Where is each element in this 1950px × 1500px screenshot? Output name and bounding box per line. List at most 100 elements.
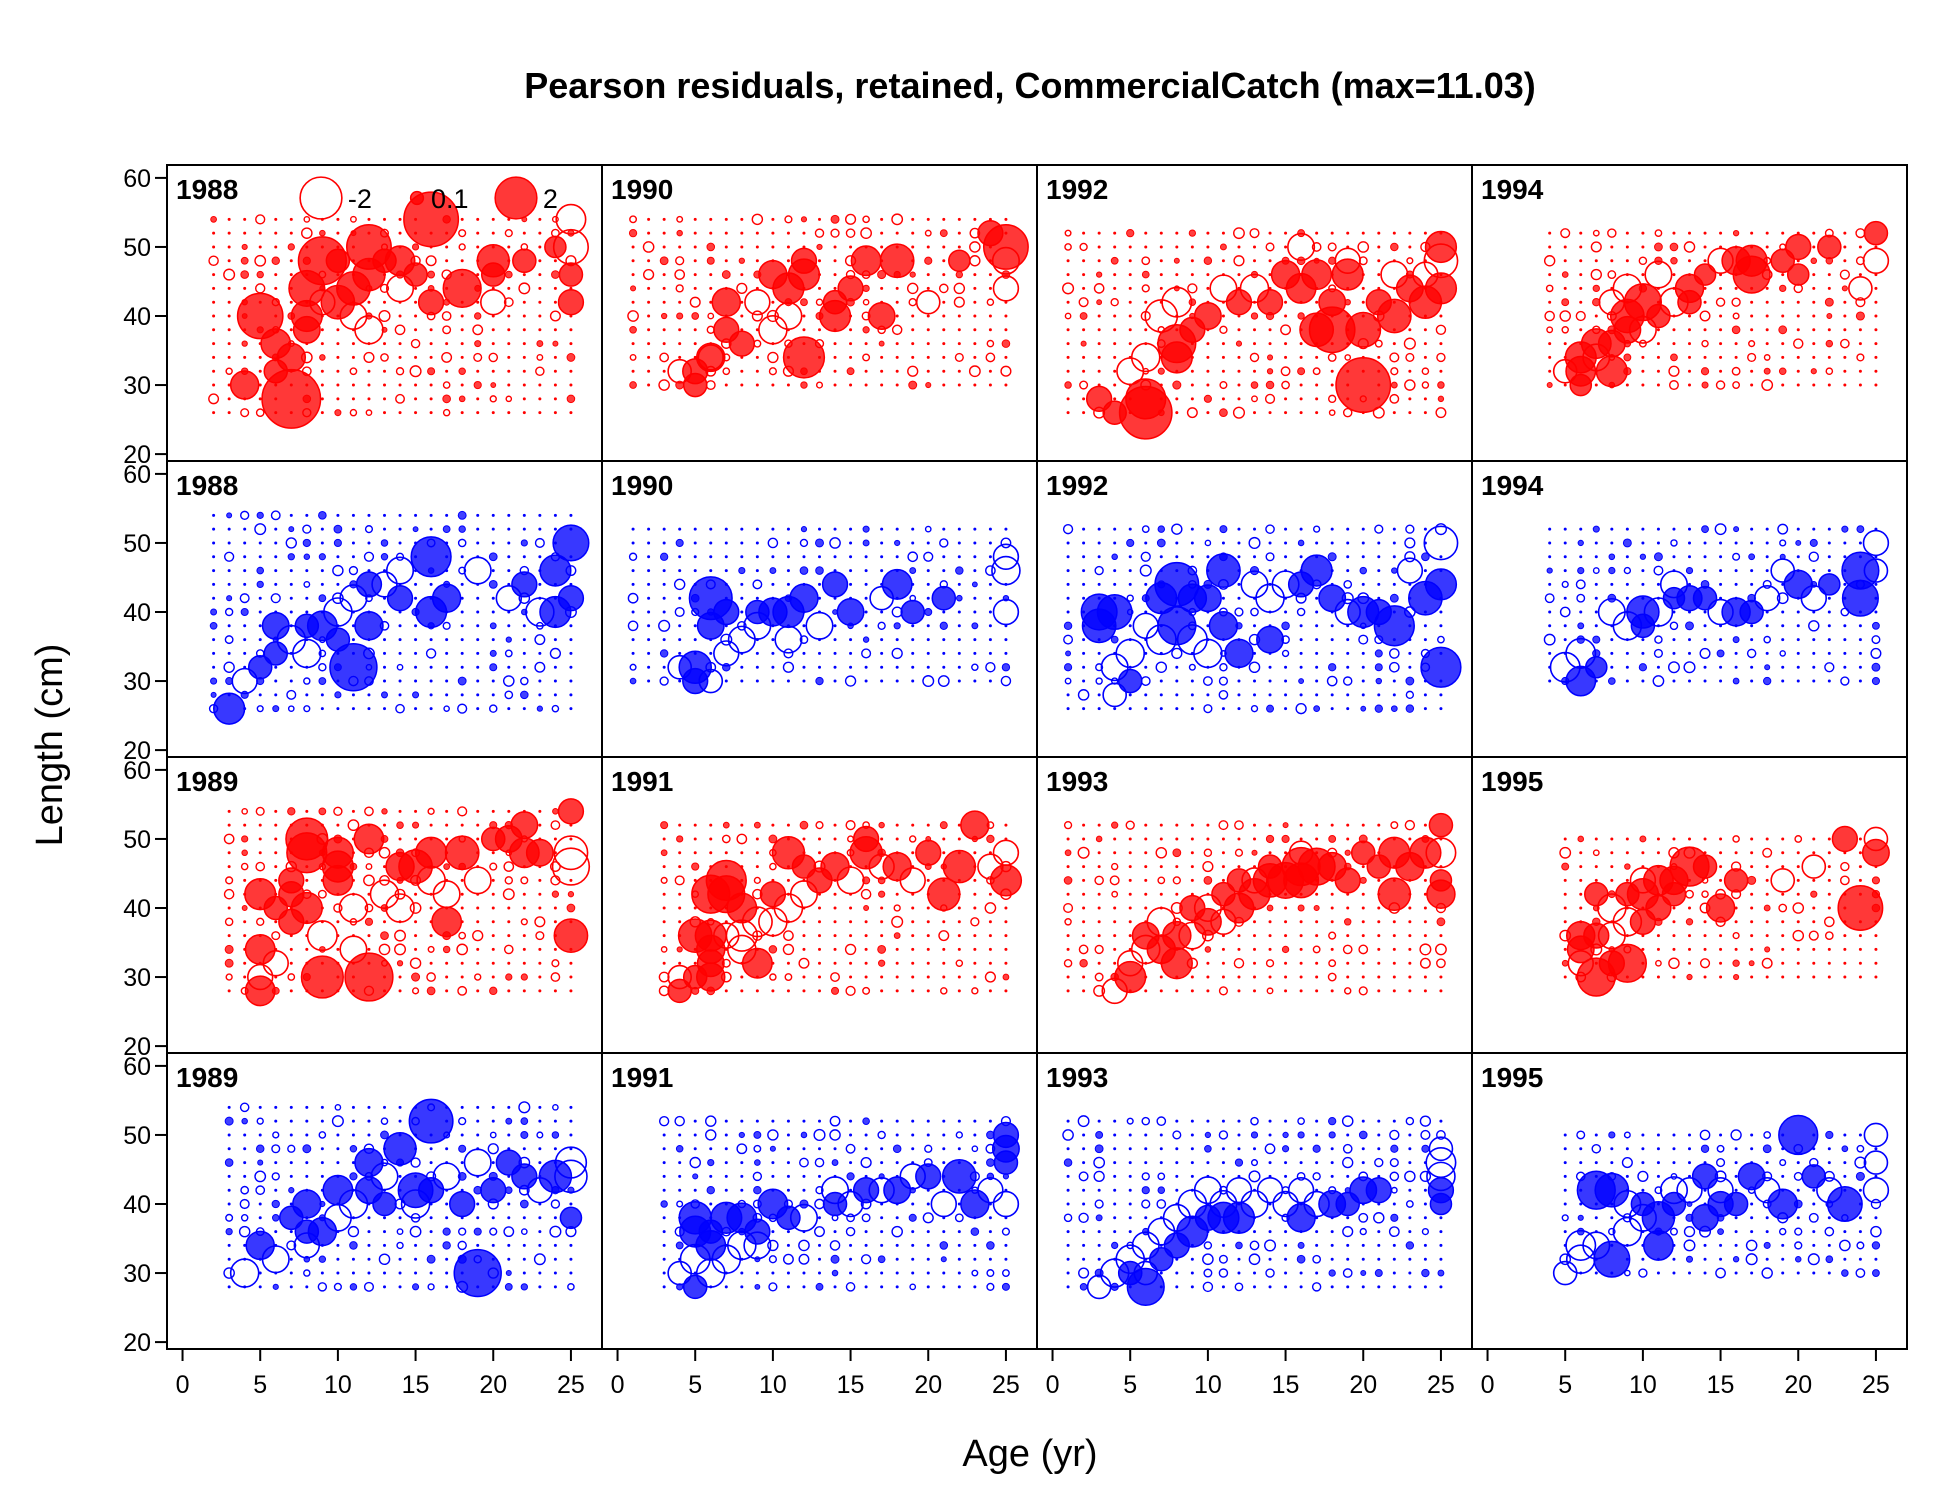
small-residual-point (1625, 837, 1629, 841)
positive-residual-point (256, 580, 264, 589)
negative-residual-point (1870, 647, 1882, 659)
panel-border (601, 460, 1038, 758)
small-residual-point (1268, 679, 1272, 683)
negative-residual-point (907, 365, 919, 377)
negative-residual-point (385, 556, 415, 585)
negative-residual-point (364, 806, 374, 817)
small-residual-point (647, 638, 651, 642)
small-residual-point (227, 1133, 231, 1137)
small-residual-point (1439, 1243, 1443, 1247)
small-residual-point (1128, 1202, 1132, 1206)
small-residual-point (1299, 947, 1303, 951)
small-residual-point (1858, 679, 1862, 683)
small-residual-point (1703, 569, 1707, 573)
positive-residual-point (800, 526, 808, 533)
small-residual-point (1299, 920, 1303, 924)
positive-residual-point (1794, 1255, 1802, 1263)
positive-residual-point (1733, 526, 1740, 533)
negative-residual-point (1233, 957, 1245, 969)
positive-residual-point (1204, 946, 1212, 953)
small-residual-point (429, 1161, 433, 1165)
small-residual-point (538, 1119, 542, 1123)
small-residual-point (724, 1133, 728, 1137)
positive-residual-point (1872, 621, 1880, 630)
positive-residual-point (1266, 904, 1274, 912)
small-residual-point (491, 328, 495, 332)
small-residual-point (693, 273, 697, 277)
positive-residual-point (1778, 325, 1788, 335)
small-residual-point (818, 837, 821, 841)
positive-residual-point (354, 1147, 384, 1178)
x-tick-label: 25 (1427, 1371, 1455, 1399)
small-residual-point (911, 231, 915, 235)
small-residual-point (678, 892, 682, 896)
small-residual-point (429, 665, 433, 669)
positive-residual-point (815, 676, 824, 686)
small-residual-point (755, 383, 759, 387)
positive-residual-point (319, 229, 326, 237)
positive-residual-point (971, 581, 978, 588)
small-residual-point (1206, 286, 1210, 290)
small-residual-point (1082, 555, 1086, 559)
small-residual-point (864, 975, 868, 979)
small-residual-point (662, 961, 666, 965)
small-residual-point (911, 1257, 915, 1261)
small-residual-point (507, 906, 511, 910)
small-residual-point (445, 809, 449, 813)
small-residual-point (1175, 1271, 1179, 1275)
negative-residual-point (930, 1190, 958, 1218)
negative-residual-point (1063, 902, 1074, 914)
positive-residual-point (894, 539, 901, 547)
negative-residual-point (306, 920, 338, 952)
small-residual-point (1346, 707, 1350, 711)
positive-residual-point (782, 336, 826, 379)
negative-residual-point (798, 1253, 810, 1265)
negative-residual-point (1670, 1173, 1678, 1180)
small-residual-point (1315, 383, 1319, 387)
positive-residual-point (427, 270, 436, 279)
small-residual-point (786, 1161, 790, 1165)
small-residual-point (289, 665, 293, 669)
small-residual-point (802, 679, 806, 683)
small-residual-point (305, 1174, 309, 1178)
negative-residual-point (758, 315, 788, 345)
positive-residual-point (1583, 922, 1610, 949)
small-residual-point (771, 679, 775, 683)
small-residual-point (336, 383, 340, 387)
negative-residual-point (1699, 310, 1711, 322)
small-residual-point (833, 665, 837, 669)
small-residual-point (880, 610, 884, 614)
positive-residual-point (381, 808, 388, 815)
small-residual-point (1066, 555, 1070, 559)
y-tick-label: 40 (123, 599, 151, 627)
small-residual-point (320, 1147, 324, 1151)
negative-residual-point (1390, 1186, 1398, 1194)
negative-residual-point (845, 228, 856, 238)
y-tick-label: 50 (123, 1122, 151, 1150)
small-residual-point (460, 328, 464, 332)
small-residual-point (460, 1105, 464, 1109)
small-residual-point (818, 1174, 821, 1178)
small-residual-point (693, 527, 697, 531)
positive-residual-point (1141, 1186, 1150, 1195)
small-residual-point (833, 342, 837, 346)
negative-residual-point (1792, 902, 1805, 914)
small-residual-point (1066, 934, 1070, 938)
positive-residual-point (1365, 598, 1392, 626)
small-residual-point (1734, 851, 1738, 855)
negative-residual-point (1280, 366, 1291, 377)
small-residual-point (802, 231, 806, 235)
small-residual-point (631, 569, 635, 573)
small-residual-point (1548, 541, 1552, 545)
small-residual-point (258, 1202, 262, 1206)
small-residual-point (289, 217, 293, 221)
small-residual-point (988, 892, 992, 896)
negative-residual-point (1701, 890, 1709, 898)
negative-residual-point (223, 888, 235, 900)
small-residual-point (709, 300, 713, 304)
small-residual-point (1563, 947, 1567, 951)
positive-residual-point (410, 536, 452, 578)
small-residual-point (476, 596, 480, 600)
negative-residual-point (814, 228, 825, 238)
small-residual-point (476, 809, 480, 813)
